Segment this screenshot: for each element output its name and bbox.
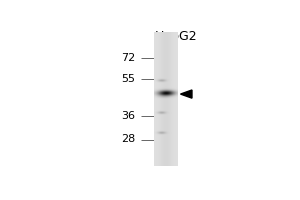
Text: 72: 72 xyxy=(121,53,135,63)
Polygon shape xyxy=(181,90,192,98)
Text: 36: 36 xyxy=(121,111,135,121)
Text: 28: 28 xyxy=(121,134,135,144)
Text: HepG2: HepG2 xyxy=(154,30,197,43)
Text: 55: 55 xyxy=(121,74,135,84)
